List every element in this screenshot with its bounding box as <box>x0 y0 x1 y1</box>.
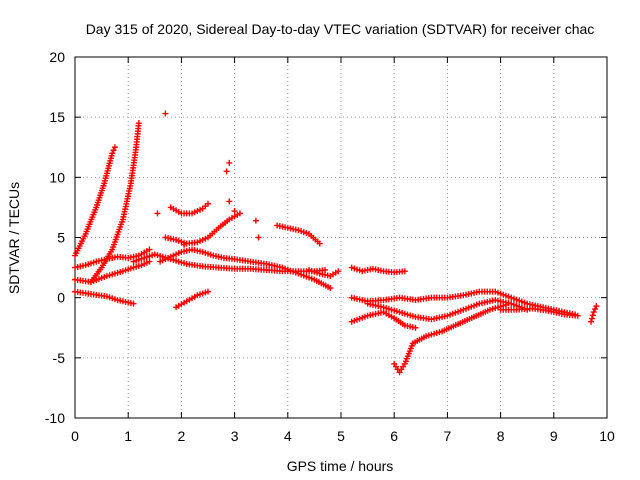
y-tick-label: -10 <box>45 410 65 426</box>
chart-title: Day 315 of 2020, Sidereal Day-to-day VTE… <box>86 21 595 37</box>
x-tick-label: 2 <box>178 428 186 444</box>
data-point <box>590 309 597 316</box>
y-tick-label: 0 <box>57 290 65 306</box>
data-point <box>231 208 238 215</box>
data-point <box>412 324 419 331</box>
data-point <box>146 246 153 253</box>
data-point-interp <box>110 147 117 154</box>
x-tick-label: 6 <box>390 428 398 444</box>
data-point <box>236 210 243 217</box>
x-tick-label: 7 <box>444 428 452 444</box>
y-axis-label: SDTVAR / TECUs <box>6 182 22 294</box>
x-tick-label: 3 <box>231 428 239 444</box>
tick-layer: 0 1 2 3 4 5 6 7 8 9 10 -10 -5 0 5 10 15 20 <box>45 49 615 444</box>
x-tick-label: 10 <box>599 428 615 444</box>
data-point-interp <box>592 306 599 313</box>
grid-layer <box>75 57 607 418</box>
data-point <box>401 268 408 275</box>
data-point <box>223 168 230 175</box>
data-point <box>593 303 600 310</box>
y-tick-label: 5 <box>57 230 65 246</box>
x-tick-label: 8 <box>497 428 505 444</box>
x-tick-label: 5 <box>337 428 345 444</box>
data-points <box>72 110 600 376</box>
data-point <box>255 234 262 241</box>
data-point <box>588 318 595 325</box>
data-point <box>181 241 188 248</box>
data-point-interp <box>589 312 596 319</box>
data-point <box>574 312 581 319</box>
x-tick-label: 9 <box>550 428 558 444</box>
data-point <box>205 200 211 207</box>
data-point <box>252 217 259 224</box>
data-point <box>111 144 118 151</box>
x-tick-label: 1 <box>124 428 132 444</box>
data-point <box>316 240 323 247</box>
data-point <box>135 120 142 127</box>
data-point <box>335 268 342 275</box>
data-point <box>109 150 116 157</box>
data-point-interp <box>588 315 595 322</box>
data-point <box>130 300 137 307</box>
data-point <box>154 210 161 217</box>
y-tick-label: 15 <box>49 109 65 125</box>
y-tick-label: -5 <box>53 350 66 366</box>
data-point <box>205 288 211 295</box>
data-point <box>226 159 233 166</box>
data-point <box>146 258 153 265</box>
y-tick-label: 20 <box>49 49 65 65</box>
data-point <box>226 198 233 205</box>
x-tick-label: 4 <box>284 428 292 444</box>
x-axis-label: GPS time / hours <box>287 458 394 474</box>
data-point <box>162 110 169 117</box>
x-tick-label: 0 <box>71 428 79 444</box>
data-point <box>327 285 334 292</box>
y-tick-label: 10 <box>49 169 65 185</box>
